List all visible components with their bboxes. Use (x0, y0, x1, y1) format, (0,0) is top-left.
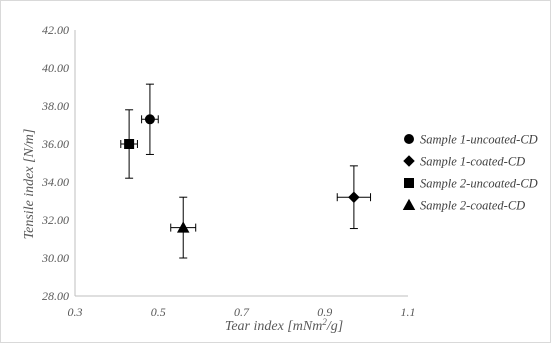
data-points (124, 114, 360, 233)
legend-label: Sample 2-uncoated-CD (420, 177, 538, 191)
data-point-circle (144, 114, 155, 125)
x-tick-label: 0.5 (151, 305, 166, 319)
y-tick-label: 34.00 (41, 175, 69, 189)
data-point-triangle (176, 221, 190, 233)
y-tick-label: 30.00 (41, 251, 69, 265)
legend-label: Sample 2-coated-CD (420, 199, 525, 213)
x-tick-label: 0.3 (68, 305, 83, 319)
legend-label: Sample 1-coated-CD (420, 155, 525, 169)
x-tick-label: 1.1 (401, 305, 416, 319)
y-tick-label: 38.00 (41, 99, 69, 113)
legend-marker-circle (404, 134, 414, 144)
x-tick-label: 0.9 (317, 305, 332, 319)
y-tick-label: 32.00 (41, 213, 69, 227)
y-tick-label: 28.00 (42, 289, 69, 303)
y-tick-label: 42.00 (42, 23, 69, 37)
data-point-diamond (348, 191, 360, 203)
y-tick-label: 36.00 (41, 137, 69, 151)
error-bars (120, 83, 372, 259)
y-tick-label: 40.00 (42, 61, 69, 75)
tick-labels: 28.00 30.00 32.00 34.00 36.00 38.00 40.00 42.00… (41, 23, 416, 319)
legend: Sample 1-uncoated-CD Sample 1-coated-CD Sa… (402, 133, 538, 213)
legend-marker-square (404, 178, 414, 188)
legend-label: Sample 1-uncoated-CD (420, 133, 538, 147)
x-tick-label: 0.7 (234, 305, 250, 319)
axes (74, 30, 408, 297)
y-axis-title: Tensile index [N/m] (22, 129, 37, 240)
legend-marker-triangle (402, 198, 416, 210)
x-axis-title: Tear index [mNm2/g] (225, 317, 343, 334)
data-point-square (124, 139, 135, 149)
legend-marker-diamond (403, 155, 415, 167)
